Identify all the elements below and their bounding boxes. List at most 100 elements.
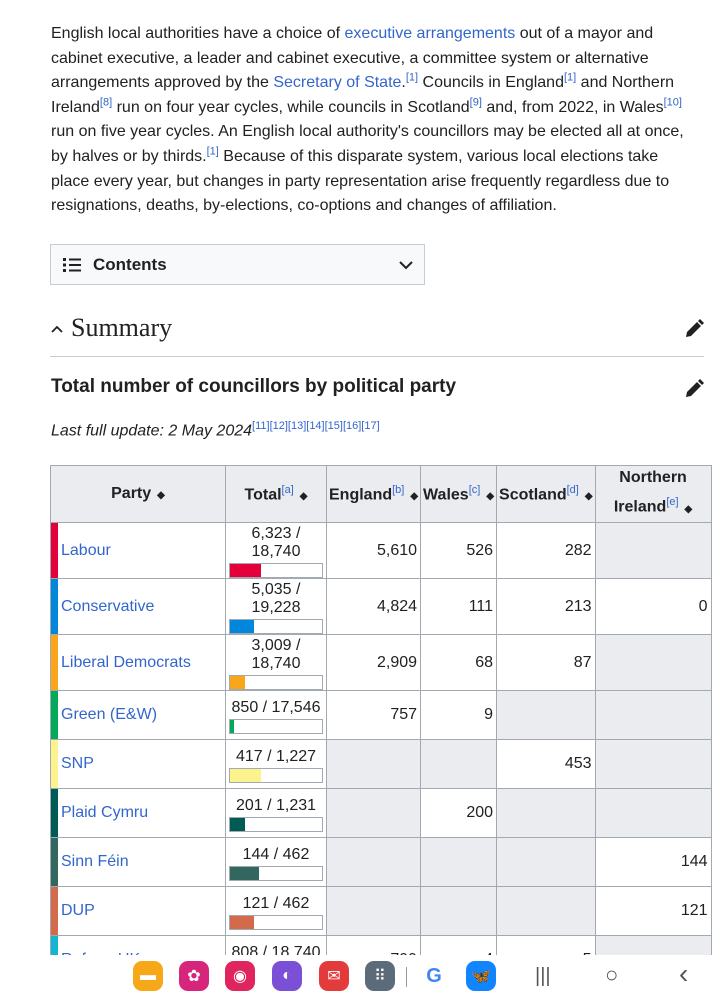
total-value: 6,323 / 18,740	[251, 525, 301, 560]
northern-ireland-cell: 121	[594, 886, 712, 936]
wales-cell: 9	[420, 690, 498, 740]
camera-app-icon[interactable]: ◉	[225, 961, 255, 991]
party-link[interactable]: Plaid Cymru	[61, 804, 149, 821]
list-icon	[63, 258, 81, 272]
ref-link[interactable]: [1]	[563, 71, 577, 84]
party-cell: Sinn Féin	[50, 837, 226, 887]
party-cell: DUP	[50, 886, 226, 936]
col-header-england[interactable]: England[b]◆	[325, 465, 422, 523]
northern-ireland-cell	[594, 690, 712, 740]
scotland-cell	[496, 690, 596, 740]
party-color-strip	[51, 523, 58, 578]
scotland-cell: 453	[496, 739, 596, 789]
total-value: 417 / 1,227	[235, 747, 317, 765]
northern-ireland-cell	[594, 739, 712, 789]
party-color-strip	[51, 691, 58, 739]
ref-link[interactable]: [1]	[405, 71, 419, 84]
app-drawer-icon[interactable]: ⠿	[365, 961, 395, 991]
party-cell: Conservative	[50, 578, 226, 635]
ref-link[interactable]: [8]	[99, 96, 113, 109]
total-value: 5,035 / 19,228	[251, 581, 301, 616]
total-value: 144 / 462	[242, 845, 310, 863]
northern-ireland-cell: 144	[594, 837, 712, 887]
total-cell: 121 / 462	[225, 886, 327, 936]
sort-icon: ◆	[299, 491, 308, 503]
party-cell: Plaid Cymru	[50, 788, 226, 838]
scotland-cell: 213	[496, 578, 596, 635]
ref-link[interactable]: [1]	[206, 145, 219, 158]
party-link[interactable]: Green (E&W)	[61, 706, 158, 723]
total-value: 3,009 / 18,740	[251, 637, 301, 672]
wales-cell: 68	[420, 634, 498, 691]
party-link[interactable]: SNP	[61, 755, 94, 772]
ref-link[interactable]: [10]	[663, 96, 682, 109]
col-header-scotland[interactable]: Scotland[d]◆	[496, 465, 596, 523]
edit-pencil-icon[interactable]	[684, 379, 704, 399]
edit-pencil-icon[interactable]	[684, 319, 704, 339]
table-row: Conservative 5,035 / 19,228 4,824 111 213 0	[50, 578, 712, 635]
party-link[interactable]: Sinn Féin	[61, 853, 129, 870]
col-header-northern-ireland[interactable]: Northern Ireland[e]◆	[594, 465, 712, 523]
party-cell: Labour	[50, 522, 226, 579]
wales-cell: 526	[420, 522, 498, 579]
files-app-icon[interactable]: ▬	[133, 961, 163, 991]
wales-cell	[420, 886, 498, 936]
northern-ireland-cell	[594, 634, 712, 691]
intro-paragraph: English local authorities have a choice …	[51, 25, 684, 215]
england-cell	[325, 739, 422, 789]
party-link[interactable]: DUP	[61, 902, 95, 919]
summary-section-heading[interactable]: Summary	[50, 312, 704, 357]
party-link[interactable]: Liberal Democrats	[61, 653, 191, 671]
party-color-strip	[51, 740, 58, 788]
ref-links[interactable]: [11][12][13][14][15][16][17]	[252, 420, 380, 432]
england-cell: 757	[325, 690, 422, 740]
share-bar-fill	[230, 817, 245, 831]
table-row: Green (E&W) 850 / 17,546 757 9	[50, 690, 712, 740]
sort-icon: ◆	[486, 491, 495, 503]
recent-apps-button[interactable]: |||	[535, 965, 551, 987]
table-row: Sinn Féin 144 / 462 144	[50, 837, 712, 887]
table-row: SNP 417 / 1,227 453	[50, 739, 712, 789]
total-value: 850 / 17,546	[231, 698, 321, 716]
chevron-up-icon[interactable]	[50, 322, 64, 336]
wales-cell: 111	[420, 578, 498, 635]
party-color-strip	[51, 789, 58, 837]
email-app-icon[interactable]: ✉	[319, 961, 349, 991]
total-cell: 144 / 462	[225, 837, 327, 887]
wales-cell	[420, 837, 498, 887]
share-bar	[229, 718, 323, 734]
scotland-cell: 87	[496, 634, 596, 691]
england-cell: 5,610	[325, 522, 422, 579]
share-bar-fill	[230, 564, 261, 577]
subsection-heading: Total number of councillors by political…	[51, 376, 457, 397]
google-app-icon[interactable]: G	[419, 961, 449, 991]
share-bar-fill	[230, 866, 259, 880]
northern-ireland-cell	[594, 522, 712, 579]
sort-icon: ◆	[410, 491, 419, 503]
total-value: 201 / 1,231	[235, 796, 317, 814]
share-bar-fill	[230, 620, 255, 633]
bluesky-app-icon[interactable]: 🦋	[466, 961, 496, 991]
gallery-app-icon[interactable]: ✿	[179, 961, 209, 991]
party-link[interactable]: Labour	[61, 541, 111, 559]
party-link[interactable]: Conservative	[61, 597, 155, 615]
ref-link[interactable]: [9]	[469, 96, 482, 109]
table-row: Labour 6,323 / 18,740 5,610 526 282	[50, 522, 712, 579]
northern-ireland-cell: 0	[594, 578, 712, 635]
executive-arrangements-link[interactable]: executive arrangements	[344, 25, 516, 42]
sort-icon: ◆	[584, 491, 593, 503]
col-header-wales[interactable]: Wales[c]◆	[420, 465, 498, 523]
contents-toggle[interactable]: Contents	[50, 244, 425, 285]
back-button[interactable]: ‹	[679, 958, 689, 989]
total-cell: 417 / 1,227	[225, 739, 327, 789]
share-bar-fill	[230, 915, 255, 929]
browser-app-icon[interactable]: ◐	[272, 961, 302, 991]
scotland-cell	[496, 788, 596, 838]
england-cell	[325, 788, 422, 838]
contents-label: Contents	[93, 254, 167, 274]
col-header-total[interactable]: Total[a]◆	[225, 465, 327, 523]
secretary-of-state-link[interactable]: Secretary of State	[273, 74, 402, 92]
col-header-party[interactable]: Party ◆	[50, 465, 226, 523]
home-button[interactable]: ○	[605, 962, 619, 987]
wales-cell: 200	[420, 788, 498, 838]
